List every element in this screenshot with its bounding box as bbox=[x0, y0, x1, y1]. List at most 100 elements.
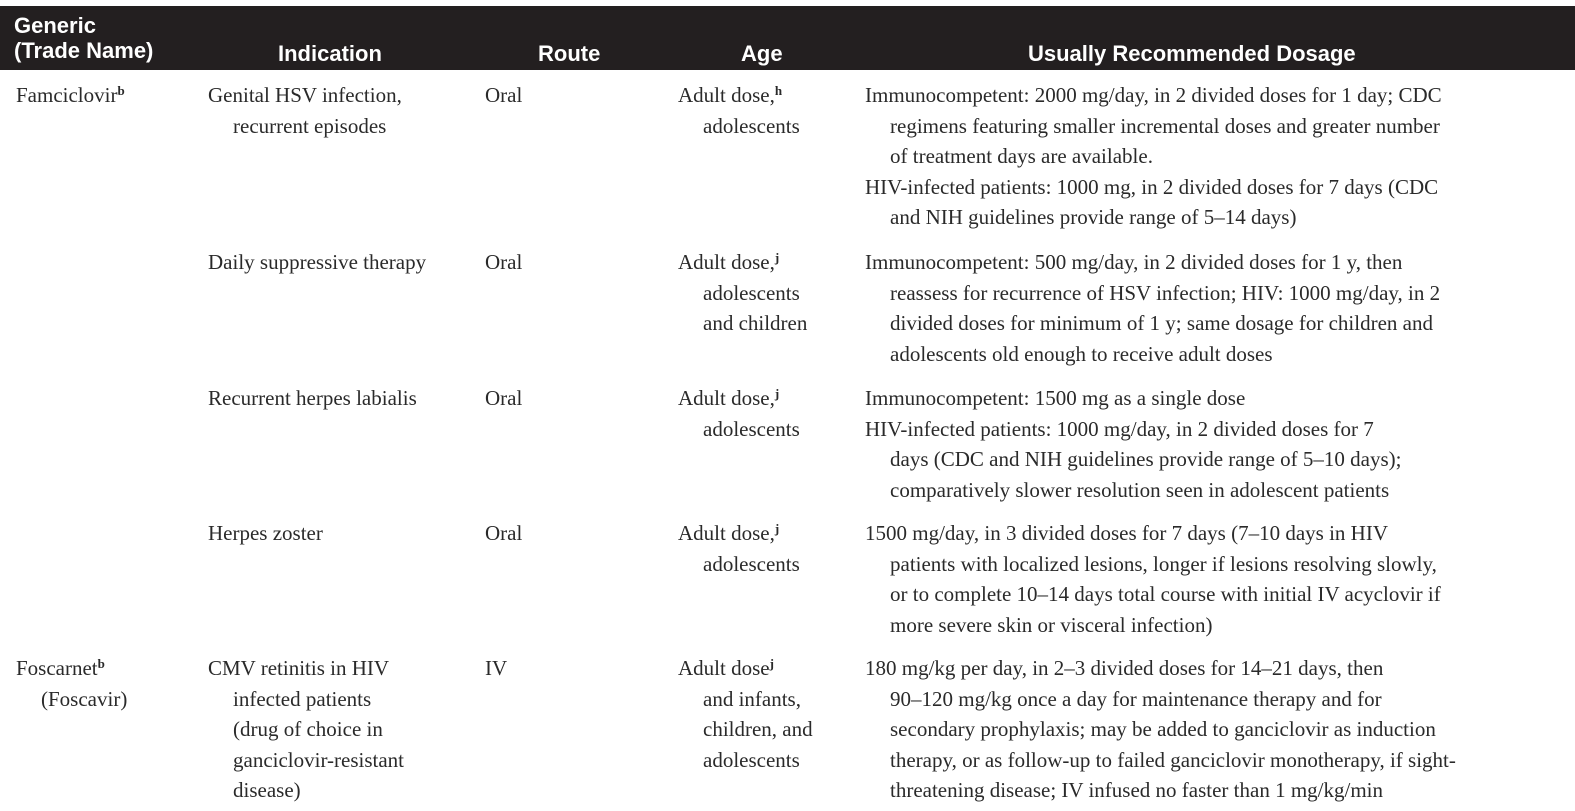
dosage-line-text: HIV-infected patients: 1000 mg, in 2 div… bbox=[865, 174, 1439, 199]
route-line-text: Oral bbox=[485, 83, 523, 107]
generic-name-line: (Foscavir) bbox=[16, 684, 127, 715]
dosage-line: patients with localized lesions, longer … bbox=[865, 549, 1441, 580]
dosage-line: 180 mg/kg per day, in 2–3 divided doses … bbox=[865, 653, 1456, 684]
age-line: Adult dose,j bbox=[678, 518, 800, 549]
footnote-marker: j bbox=[774, 521, 780, 536]
dosage-line: Immunocompetent: 1500 mg as a single dos… bbox=[865, 383, 1401, 414]
indication-line-text: (drug of choice in bbox=[233, 717, 383, 741]
footnote-marker: b bbox=[117, 83, 125, 98]
age-cell: Adult dose,j adolescents and children bbox=[678, 247, 807, 339]
age-cell: Adult dose,h adolescents bbox=[678, 80, 800, 141]
dosage-line: threatening disease; IV infused no faste… bbox=[865, 775, 1456, 806]
indication-line-text: Genital HSV infection, bbox=[208, 83, 402, 107]
indication-cell: Daily suppressive therapy bbox=[208, 247, 426, 278]
indication-line-text: infected patients bbox=[233, 686, 372, 711]
indication-line-text: ganciclovir-resistant bbox=[233, 747, 405, 772]
indication-line-text: Herpes zoster bbox=[208, 521, 323, 545]
generic-name-line-text: Foscarnet bbox=[16, 656, 98, 680]
age-line: Adult dose,j bbox=[678, 247, 807, 278]
age-line-text: and children bbox=[703, 311, 808, 335]
route-line-text: Oral bbox=[485, 250, 523, 274]
indication-line-text: recurrent episodes bbox=[233, 113, 387, 138]
route-cell: Oral bbox=[485, 247, 522, 278]
age-line-text: adolescents bbox=[703, 747, 800, 772]
indication-line: Daily suppressive therapy bbox=[208, 247, 426, 278]
indication-line: recurrent episodes bbox=[208, 111, 402, 142]
indication-line: Herpes zoster bbox=[208, 518, 323, 549]
dosage-line: Immunocompetent: 2000 mg/day, in 2 divid… bbox=[865, 80, 1442, 111]
age-line-text: children, and bbox=[703, 717, 813, 741]
indication-line: disease) bbox=[208, 775, 404, 806]
dosage-line-text: 1500 mg/day, in 3 divided doses for 7 da… bbox=[865, 521, 1388, 545]
age-cell: Adult dose,j adolescents bbox=[678, 518, 800, 579]
age-line-text: adolescents bbox=[703, 551, 800, 576]
route-cell: Oral bbox=[485, 383, 522, 414]
dosage-line-text: threatening disease; IV infused no faste… bbox=[890, 778, 1383, 802]
indication-line: Genital HSV infection, bbox=[208, 80, 402, 111]
generic-name-line-text: (Foscavir) bbox=[41, 686, 128, 711]
age-line-text: adolescents bbox=[703, 113, 800, 138]
footnote-marker: b bbox=[97, 656, 105, 671]
dosage-line-text: HIV-infected patients: 1000 mg/day, in 2… bbox=[865, 416, 1374, 441]
indication-cell: Herpes zoster bbox=[208, 518, 323, 549]
dosage-line: secondary prophylaxis; may be added to g… bbox=[865, 714, 1456, 745]
dosage-line-text: comparatively slower resolution seen in … bbox=[890, 477, 1390, 502]
indication-line: Recurrent herpes labialis bbox=[208, 383, 417, 414]
indication-line-text: Daily suppressive therapy bbox=[208, 250, 427, 274]
header-generic-trade-name: Generic (Trade Name) bbox=[14, 13, 153, 63]
route-line-text: IV bbox=[485, 656, 508, 680]
indication-line-text: disease) bbox=[233, 778, 301, 802]
indication-line: CMV retinitis in HIV bbox=[208, 653, 404, 684]
route-line: Oral bbox=[485, 247, 522, 278]
dosage-line-text: secondary prophylaxis; may be added to g… bbox=[890, 717, 1436, 741]
route-line: Oral bbox=[485, 518, 522, 549]
header-age: Age bbox=[741, 41, 783, 66]
indication-line: infected patients bbox=[208, 684, 404, 715]
dosage-line: of treatment days are available. bbox=[865, 141, 1442, 172]
age-line-text: adolescents bbox=[703, 416, 800, 441]
footnote-marker: h bbox=[774, 83, 783, 98]
age-cell: Adult dosej and infants, children, and adol… bbox=[678, 653, 813, 775]
age-line: Adult dose,h bbox=[678, 80, 800, 111]
dosage-line-text: of treatment days are available. bbox=[890, 144, 1153, 168]
dosage-cell: Immunocompetent: 500 mg/day, in 2 divide… bbox=[865, 247, 1440, 369]
header-generic-line1: Generic bbox=[14, 13, 96, 38]
age-line: adolescents bbox=[678, 278, 807, 309]
dosage-line-text: days (CDC and NIH guidelines provide ran… bbox=[890, 447, 1402, 471]
dosage-line: 1500 mg/day, in 3 divided doses for 7 da… bbox=[865, 518, 1441, 549]
dosage-line: HIV-infected patients: 1000 mg/day, in 2… bbox=[865, 414, 1401, 445]
dosage-line-text: and NIH guidelines provide range of 5–14… bbox=[890, 205, 1297, 229]
dosage-line-text: 90–120 mg/kg once a day for maintenance … bbox=[890, 686, 1382, 711]
dosage-line-text: regimens featuring smaller incremental d… bbox=[890, 113, 1440, 138]
dosage-line: days (CDC and NIH guidelines provide ran… bbox=[865, 444, 1401, 475]
route-cell: Oral bbox=[485, 518, 522, 549]
dosage-line-text: adolescents old enough to receive adult … bbox=[890, 341, 1273, 366]
dosage-line: regimens featuring smaller incremental d… bbox=[865, 111, 1442, 142]
route-line: IV bbox=[485, 653, 507, 684]
dosage-line-text: more severe skin or visceral infection) bbox=[890, 612, 1213, 637]
age-cell: Adult dose,j adolescents bbox=[678, 383, 800, 444]
dosage-line-text: divided doses for minimum of 1 y; same d… bbox=[890, 311, 1433, 335]
age-line: and children bbox=[678, 308, 807, 339]
header-generic-line2: (Trade Name) bbox=[14, 38, 154, 63]
generic-name-line: Foscarnetb bbox=[16, 653, 127, 684]
generic-cell: Famciclovirb bbox=[16, 80, 125, 111]
dosage-line: 90–120 mg/kg once a day for maintenance … bbox=[865, 684, 1456, 715]
dosage-line-text: Immunocompetent: 1500 mg as a single dos… bbox=[865, 386, 1246, 410]
route-line-text: Oral bbox=[485, 386, 523, 410]
dosage-cell: Immunocompetent: 1500 mg as a single dos… bbox=[865, 383, 1401, 505]
route-cell: IV bbox=[485, 653, 507, 684]
header-route: Route bbox=[538, 41, 601, 66]
dosage-line: reassess for recurrence of HSV infection… bbox=[865, 278, 1440, 309]
header-indication: Indication bbox=[278, 41, 382, 66]
age-line: adolescents bbox=[678, 414, 800, 445]
generic-cell: Foscarnetb (Foscavir) bbox=[16, 653, 127, 714]
indication-cell: Genital HSV infection, recurrent episodes bbox=[208, 80, 402, 141]
route-cell: Oral bbox=[485, 80, 522, 111]
dosage-line-text: Immunocompetent: 2000 mg/day, in 2 divid… bbox=[865, 83, 1442, 107]
age-line-text: Adult dose, bbox=[678, 83, 775, 107]
indication-line: ganciclovir-resistant bbox=[208, 745, 404, 776]
dosage-line-text: or to complete 10–14 days total course w… bbox=[890, 582, 1441, 606]
indication-line: (drug of choice in bbox=[208, 714, 404, 745]
footnote-marker: j bbox=[774, 386, 780, 401]
